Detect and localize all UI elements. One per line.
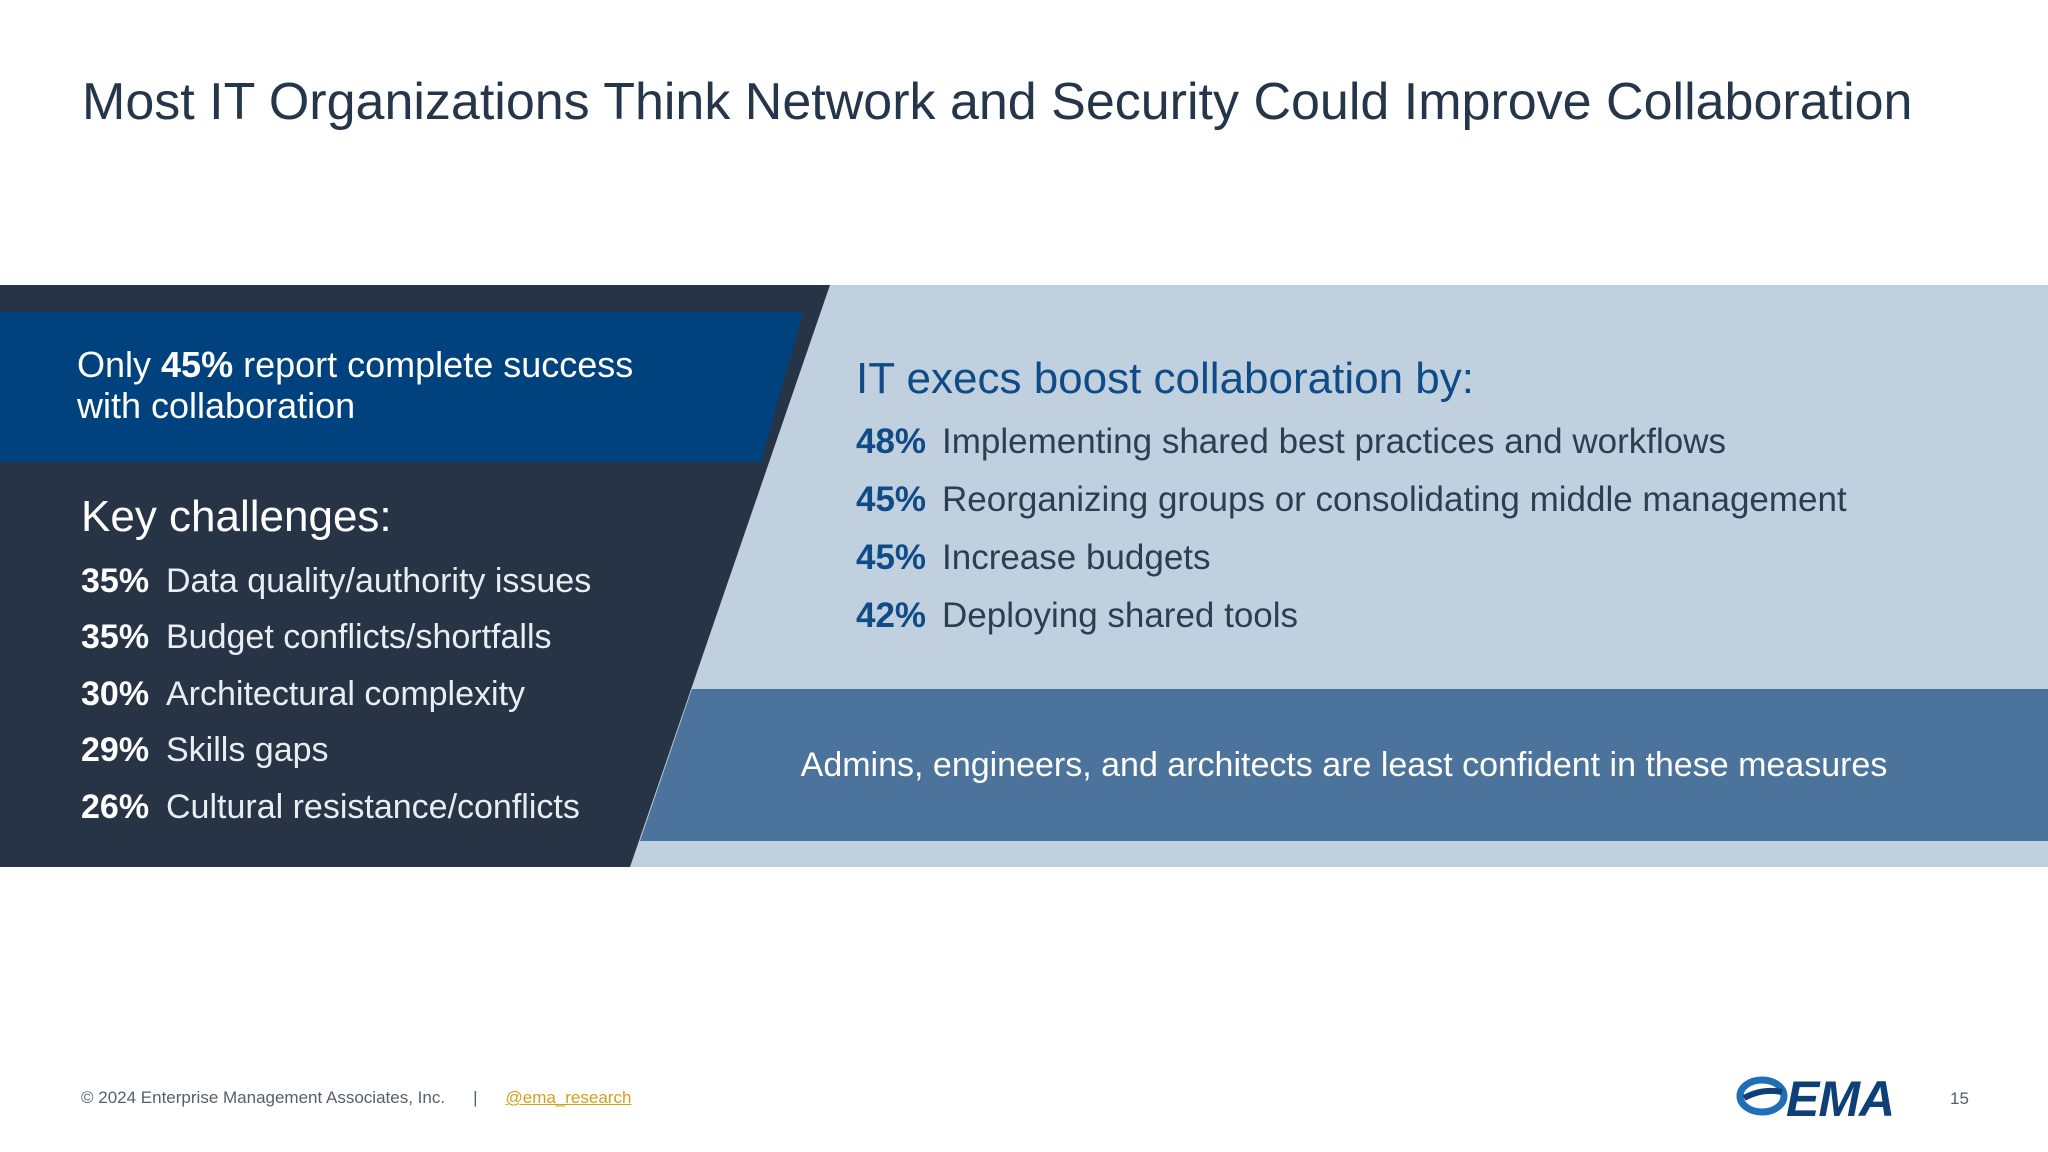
challenge-pct: 29% — [81, 731, 150, 770]
boost-item: 48% Implementing shared best practices an… — [856, 413, 1847, 471]
confidence-note: Admins, engineers, and architects are le… — [640, 689, 2048, 841]
note-band — [640, 689, 2048, 841]
challenge-label: Budget conflicts/shortfalls — [166, 618, 552, 657]
callout-suffix: report complete success with collaborati… — [77, 344, 634, 426]
challenge-item: 26% Cultural resistance/conflicts — [81, 779, 591, 836]
challenges-list: 35% Data quality/authority issues 35% Budg… — [81, 553, 591, 836]
boost-pct: 42% — [856, 596, 927, 635]
challenge-pct: 35% — [81, 561, 150, 600]
boost-pct: 45% — [856, 538, 927, 577]
challenge-item: 29% Skills gaps — [81, 723, 591, 780]
callout-prefix: Only — [77, 344, 162, 385]
boost-label: Deploying shared tools — [942, 596, 1299, 635]
challenge-label: Skills gaps — [166, 731, 329, 770]
copyright-text: © 2024 Enterprise Management Associates,… — [81, 1088, 446, 1107]
boost-pct: 48% — [856, 422, 927, 461]
callout-highlight: 45% — [161, 344, 234, 385]
challenge-pct: 35% — [81, 618, 150, 657]
boost-label: Implementing shared best practices and w… — [942, 422, 1726, 461]
slide-title: Most IT Organizations Think Network and … — [82, 73, 1913, 131]
boost-item: 45% Reorganizing groups or consolidating … — [856, 471, 1847, 529]
challenge-item: 35% Budget conflicts/shortfalls — [81, 610, 591, 667]
challenge-label: Cultural resistance/conflicts — [166, 787, 580, 826]
footer-separator: | — [473, 1088, 478, 1107]
ema-logo: EMA — [1736, 1068, 1906, 1127]
challenge-item: 30% Architectural complexity — [81, 666, 591, 723]
boost-item: 42% Deploying shared tools — [856, 587, 1847, 645]
boost-item: 45% Increase budgets — [856, 529, 1847, 587]
research-handle-link[interactable]: @ema_research — [505, 1088, 632, 1107]
logo-text: EMA — [1786, 1071, 1895, 1127]
boost-label: Increase budgets — [942, 538, 1211, 577]
boost-heading: IT execs boost collaboration by: — [856, 354, 1474, 403]
success-callout: Only 45% report complete success with co… — [77, 344, 697, 426]
confidence-note-text: Admins, engineers, and architects are le… — [800, 745, 1888, 784]
challenge-pct: 26% — [81, 787, 150, 826]
challenge-item: 35% Data quality/authority issues — [81, 553, 591, 610]
challenge-pct: 30% — [81, 674, 150, 713]
challenges-heading: Key challenges: — [81, 492, 392, 541]
boost-list: 48% Implementing shared best practices an… — [856, 413, 1847, 645]
ema-swoosh-icon — [1736, 1076, 1788, 1116]
page-number: 15 — [1950, 1089, 1969, 1108]
boost-label: Reorganizing groups or consolidating mid… — [942, 480, 1847, 519]
challenge-label: Architectural complexity — [166, 674, 526, 713]
challenge-label: Data quality/authority issues — [166, 561, 592, 600]
footer: © 2024 Enterprise Management Associates,… — [81, 1088, 631, 1108]
boost-pct: 45% — [856, 480, 927, 519]
callout-band — [0, 312, 803, 462]
